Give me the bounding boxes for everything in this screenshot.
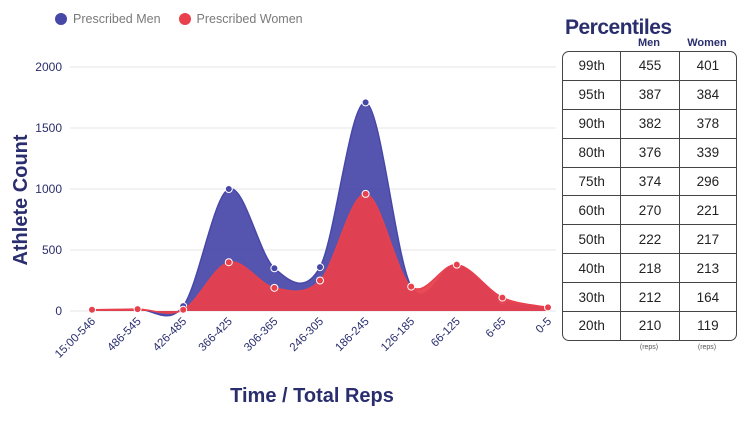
y-tick-label: 500 (42, 243, 62, 257)
percentile-label: 95th (563, 80, 622, 110)
men-value: 210 (621, 312, 680, 340)
data-point-women (407, 282, 416, 291)
legend-item-men[interactable]: Prescribed Men (55, 12, 161, 26)
table-row: 80th 376 339 (563, 138, 736, 168)
legend-item-women[interactable]: Prescribed Women (178, 12, 303, 26)
percentile-label: 80th (563, 138, 622, 168)
percentile-label: 50th (563, 225, 622, 255)
men-value: 270 (621, 196, 680, 226)
legend-label-women: Prescribed Women (196, 12, 303, 26)
percentile-label: 40th (563, 254, 622, 284)
line-women (91, 193, 549, 314)
women-value: 213 (679, 254, 736, 284)
men-value: 374 (621, 167, 680, 197)
x-tick-label: 0-5 (534, 316, 554, 336)
data-point-women (498, 293, 507, 302)
percentile-label: 99th (563, 52, 622, 81)
x-tick-label: 15:00-546 (53, 316, 98, 361)
chart-legend: Prescribed Men Prescribed Women (55, 12, 303, 26)
col-header-women: Women (687, 37, 727, 49)
y-tick-label: 0 (55, 304, 62, 318)
x-tick-label: 306-365 (242, 316, 280, 354)
data-point-women (179, 305, 188, 314)
men-value: 218 (621, 254, 680, 284)
women-value: 217 (679, 225, 736, 255)
data-point-women (270, 283, 279, 292)
women-value: 401 (679, 52, 736, 81)
men-value: 382 (621, 109, 680, 139)
table-row: 60th 270 221 (563, 196, 736, 226)
legend-label-men: Prescribed Men (73, 12, 161, 26)
area-men (92, 102, 548, 316)
table-row: 90th 382 378 (563, 109, 736, 139)
men-value: 387 (621, 80, 680, 110)
col-header-men: Men (638, 37, 660, 49)
percentiles-title: Percentiles (565, 16, 672, 39)
women-value: 164 (679, 283, 736, 313)
data-point-women (544, 303, 552, 312)
percentiles-panel: Percentiles Men Women 99th 455 401 95th 387 3… (562, 16, 740, 351)
y-tick-label: 2000 (35, 60, 62, 74)
unit-women: (reps) (697, 343, 717, 351)
percentile-label: 60th (563, 196, 622, 226)
x-tick-label: 186-245 (333, 316, 371, 354)
women-value: 339 (679, 139, 736, 168)
women-value: 384 (679, 81, 736, 110)
table-row: 30th 212 164 (563, 283, 736, 313)
men-value: 455 (621, 52, 680, 81)
percentiles-header: Men Women (562, 37, 740, 51)
data-point-women (224, 258, 233, 267)
men-value: 376 (621, 138, 680, 168)
x-tick-label: 366-425 (197, 316, 235, 354)
data-point-women (133, 305, 142, 314)
women-value: 296 (679, 168, 736, 197)
percentile-label: 90th (563, 109, 622, 139)
data-point-women (316, 276, 324, 285)
y-tick-label: 1500 (35, 121, 62, 135)
y-tick-label: 1000 (35, 182, 62, 196)
data-point-women (88, 305, 96, 314)
y-axis-title: Athlete Count (10, 134, 32, 265)
table-row: 99th 455 401 (563, 52, 736, 81)
percentiles-footer: (reps) (reps) (562, 344, 740, 351)
men-value: 222 (621, 225, 680, 255)
x-tick-label: 246-305 (288, 316, 326, 354)
data-point-women (361, 189, 370, 198)
unit-men: (reps) (639, 343, 659, 351)
x-tick-label: 6-65 (484, 316, 509, 341)
data-point-men (270, 264, 279, 273)
x-tick-label: 66-125 (429, 316, 463, 350)
x-tick-label: 126-185 (379, 316, 417, 354)
table-row: 40th 218 213 (563, 254, 736, 284)
percentile-label: 75th (563, 167, 622, 197)
x-axis-title: Time / Total Reps (230, 385, 394, 407)
table-row: 75th 374 296 (563, 167, 736, 197)
percentile-label: 30th (563, 283, 622, 313)
x-tick-label: 486-545 (105, 316, 143, 354)
table-row: 50th 222 217 (563, 225, 736, 255)
table-row: 20th 210 119 (563, 312, 736, 340)
percentiles-table: 99th 455 401 95th 387 384 90th 382 378 80th 376 339… (562, 51, 737, 341)
data-point-men (224, 185, 233, 193)
women-value: 119 (697, 318, 719, 334)
table-row: 95th 387 384 (563, 80, 736, 110)
men-value: 212 (621, 283, 680, 313)
data-point-men (361, 98, 370, 107)
legend-swatch-men (55, 13, 67, 25)
data-point-men (316, 263, 324, 272)
women-value: 221 (679, 196, 736, 226)
percentile-label: 20th (563, 312, 622, 340)
area-women (92, 193, 548, 314)
women-value: 378 (679, 110, 736, 139)
legend-swatch-women (178, 13, 191, 25)
data-point-women (452, 260, 461, 269)
x-tick-label: 426-485 (151, 316, 189, 354)
